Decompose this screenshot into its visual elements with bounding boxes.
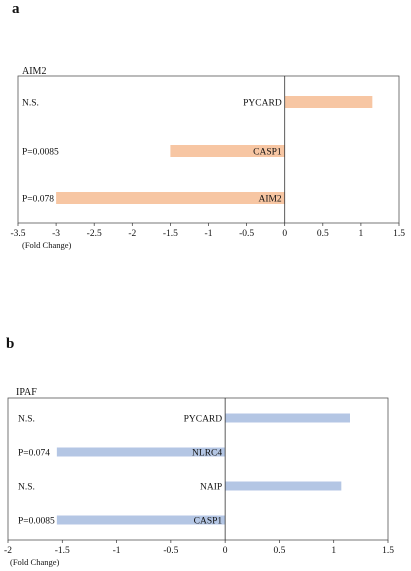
x-tick-label: -1 [113,546,121,556]
x-tick-label: 0.5 [273,546,285,556]
x-tick-label: -0.5 [239,229,254,239]
x-tick-label: -1 [205,229,213,239]
bar-label-nlrc4: NLRC4 [192,449,222,459]
x-tick-label: -3 [52,229,60,239]
x-tick-label: 1 [331,546,336,556]
x-tick-label: 1.5 [393,229,405,239]
p-value-aim2: P=0.078 [22,195,54,205]
x-tick-label: 1.5 [382,546,394,556]
chart-title: AIM2 [22,66,46,77]
panel-letter-b: b [6,336,15,352]
bar-nlrc4 [56,447,226,457]
x-tick-label: -2.5 [87,229,102,239]
x-tick-label: -0.5 [163,546,178,556]
x-axis-label: (Fold Change) [10,557,60,567]
x-tick-label: 0.5 [317,229,329,239]
bar-pycard [284,96,373,108]
p-value-pycard: N.S. [18,415,35,425]
bar-pycard [225,413,350,423]
bar-label-naip: NAIP [200,483,222,493]
bar-label-casp1: CASP1 [194,517,223,527]
x-tick-label: 0 [282,229,287,239]
plot-frame [7,397,389,541]
x-axis-label: (Fold Change) [22,240,72,250]
x-tick-label: -3.5 [10,229,25,239]
chart-title: IPAF [16,387,37,398]
x-tick-label: -2 [128,229,136,239]
p-value-naip: N.S. [18,483,35,493]
bar-aim2 [56,192,285,204]
x-tick-label: -1.5 [55,546,70,556]
bar-casp1 [170,145,285,157]
bar-naip [225,481,342,491]
x-tick-label: 0 [223,546,228,556]
x-tick-label: 1 [359,229,364,239]
bar-label-pycard: PYCARD [184,415,223,425]
p-value-casp1: P=0.0085 [18,517,55,527]
p-value-nlrc4: P=0.074 [18,449,50,459]
bar-casp1 [56,515,226,525]
bar-label-pycard: PYCARD [243,99,282,109]
p-value-pycard: N.S. [22,99,39,109]
bar-label-casp1: CASP1 [253,148,282,158]
panel-letter-a: a [12,1,20,17]
x-tick-label: -1.5 [163,229,178,239]
bar-label-aim2: AIM2 [258,195,281,205]
p-value-casp1: P=0.0085 [22,148,59,158]
x-tick-label: -2 [4,546,12,556]
